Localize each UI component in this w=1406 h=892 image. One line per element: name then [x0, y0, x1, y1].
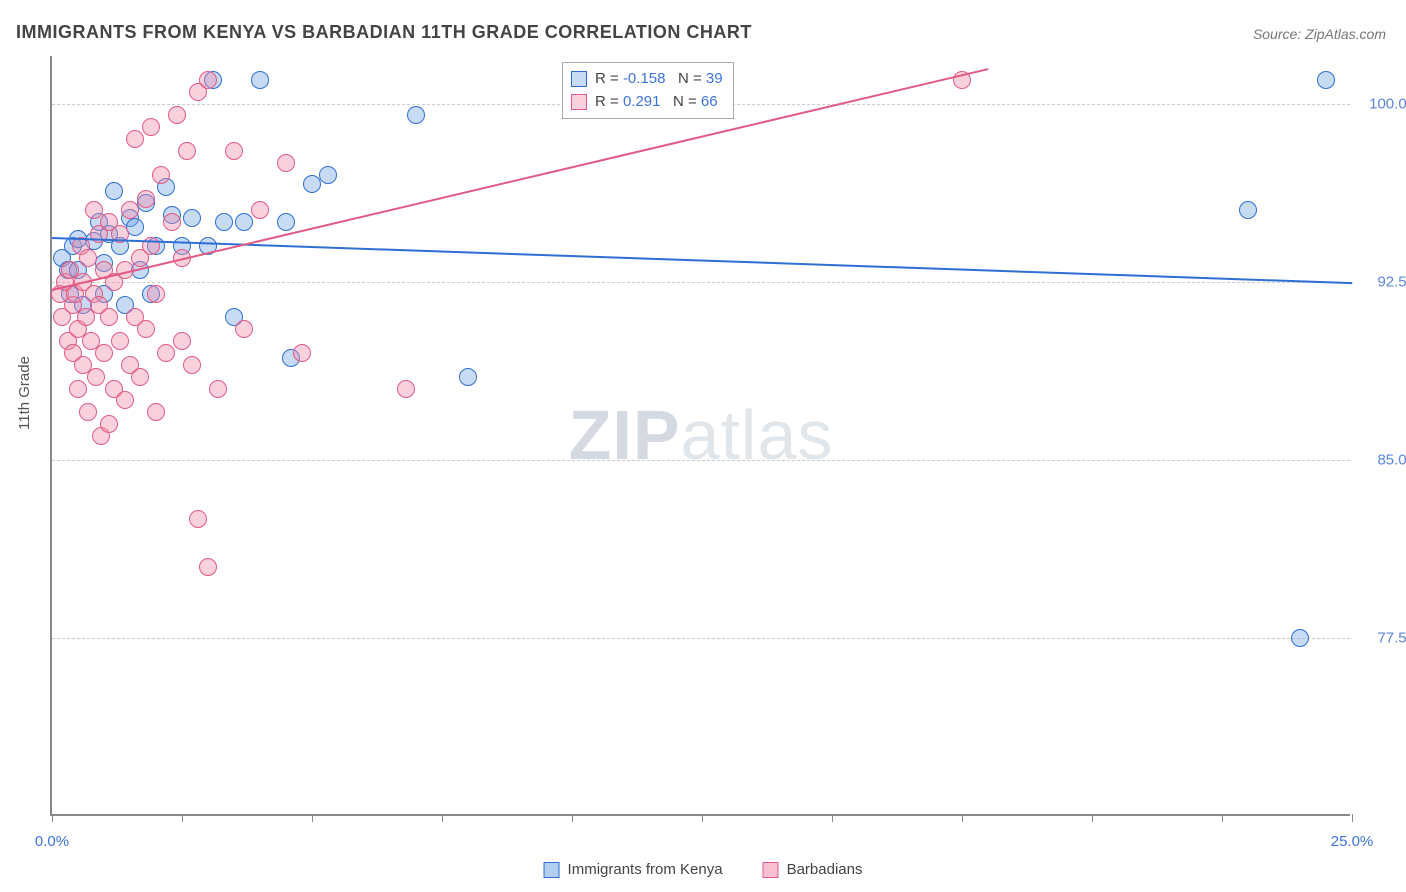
x-tick [702, 814, 703, 822]
scatter-point [397, 380, 415, 398]
legend-item: Immigrants from Kenya [544, 861, 723, 878]
x-tick [52, 814, 53, 822]
scatter-point [199, 71, 217, 89]
scatter-point [116, 391, 134, 409]
x-tick [442, 814, 443, 822]
gridline [52, 638, 1350, 639]
scatter-point [251, 71, 269, 89]
legend-item: Barbadians [763, 861, 863, 878]
chart-container: IMMIGRANTS FROM KENYA VS BARBADIAN 11TH … [0, 0, 1406, 892]
scatter-point [126, 218, 144, 236]
stats-text: R = -0.158 N = 39 [595, 68, 723, 91]
scatter-point [225, 142, 243, 160]
scatter-point [163, 213, 181, 231]
y-tick-label: 77.5% [1377, 629, 1406, 646]
scatter-point [178, 142, 196, 160]
scatter-point [147, 403, 165, 421]
watermark-atlas: atlas [681, 396, 834, 474]
scatter-point [147, 285, 165, 303]
chart-title: IMMIGRANTS FROM KENYA VS BARBADIAN 11TH … [16, 22, 752, 43]
y-tick-label: 100.0% [1369, 95, 1406, 112]
x-axis-label-left: 0.0% [35, 833, 69, 850]
scatter-point [407, 106, 425, 124]
x-tick [1352, 814, 1353, 822]
scatter-point [209, 380, 227, 398]
scatter-point [111, 332, 129, 350]
scatter-point [79, 249, 97, 267]
scatter-point [126, 130, 144, 148]
x-tick [572, 814, 573, 822]
scatter-point [1239, 201, 1257, 219]
x-tick [1092, 814, 1093, 822]
scatter-point [1317, 71, 1335, 89]
scatter-point [189, 510, 207, 528]
legend-label: Barbadians [787, 861, 863, 878]
scatter-point [157, 344, 175, 362]
legend-label: Immigrants from Kenya [568, 861, 723, 878]
scatter-point [459, 368, 477, 386]
trend-line [52, 68, 988, 291]
scatter-point [137, 190, 155, 208]
scatter-point [215, 213, 233, 231]
x-tick [962, 814, 963, 822]
scatter-point [251, 201, 269, 219]
scatter-point [173, 332, 191, 350]
scatter-point [293, 344, 311, 362]
scatter-point [235, 320, 253, 338]
stats-row: R = 0.291 N = 66 [571, 91, 723, 114]
y-tick-label: 92.5% [1377, 273, 1406, 290]
plot-area: ZIPatlas 77.5%85.0%92.5%100.0%0.0%25.0%R… [50, 56, 1350, 816]
legend-swatch [544, 862, 560, 878]
scatter-point [168, 106, 186, 124]
gridline [52, 282, 1350, 283]
scatter-point [87, 368, 105, 386]
x-tick [1222, 814, 1223, 822]
scatter-point [142, 118, 160, 136]
x-tick [312, 814, 313, 822]
scatter-point [85, 201, 103, 219]
y-axis-label: 11th Grade [16, 356, 33, 430]
scatter-point [69, 380, 87, 398]
scatter-point [183, 356, 201, 374]
legend-swatch [763, 862, 779, 878]
scatter-point [1291, 629, 1309, 647]
x-axis-label-right: 25.0% [1331, 833, 1374, 850]
scatter-point [137, 320, 155, 338]
series-swatch [571, 71, 587, 87]
scatter-point [277, 213, 295, 231]
stats-text: R = 0.291 N = 66 [595, 91, 718, 114]
watermark: ZIPatlas [569, 395, 834, 475]
scatter-point [121, 201, 139, 219]
scatter-point [79, 403, 97, 421]
scatter-point [277, 154, 295, 172]
scatter-point [152, 166, 170, 184]
x-tick [182, 814, 183, 822]
bottom-legend: Immigrants from Kenya Barbadians [544, 861, 863, 878]
gridline [52, 460, 1350, 461]
y-tick-label: 85.0% [1377, 451, 1406, 468]
stats-row: R = -0.158 N = 39 [571, 68, 723, 91]
scatter-point [235, 213, 253, 231]
scatter-point [183, 209, 201, 227]
scatter-point [319, 166, 337, 184]
scatter-point [100, 415, 118, 433]
scatter-point [100, 308, 118, 326]
series-swatch [571, 94, 587, 110]
scatter-point [95, 344, 113, 362]
stats-box: R = -0.158 N = 39R = 0.291 N = 66 [562, 62, 734, 119]
scatter-point [105, 182, 123, 200]
watermark-zip: ZIP [569, 396, 681, 474]
scatter-point [199, 558, 217, 576]
scatter-point [131, 368, 149, 386]
x-tick [832, 814, 833, 822]
source-attribution: Source: ZipAtlas.com [1253, 26, 1386, 42]
